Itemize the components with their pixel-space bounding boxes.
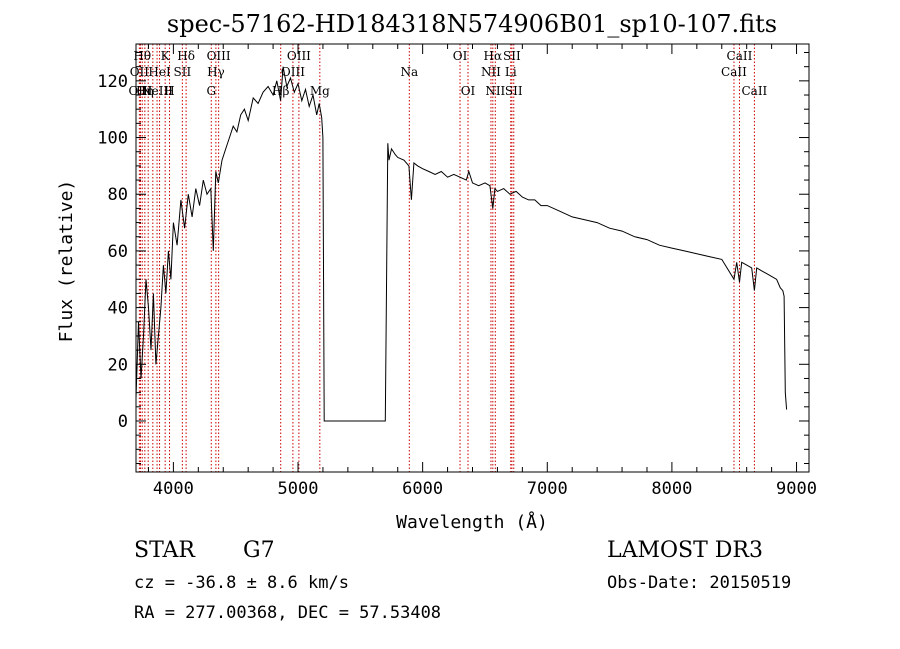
line-label: OII xyxy=(130,65,150,79)
redshift-cz: cz = -36.8 ± 8.6 km/s xyxy=(134,573,349,593)
line-label: SII xyxy=(505,84,523,98)
line-label: G xyxy=(206,84,216,98)
plot-frame xyxy=(135,43,810,473)
y-tick-label: 80 xyxy=(108,185,128,205)
x-axis-label: Wavelength (Å) xyxy=(396,511,548,533)
line-label: Na xyxy=(400,65,418,79)
ra-dec-coordinates: RA = 277.00368, DEC = 57.53408 xyxy=(134,603,442,623)
line-label: NII xyxy=(485,84,505,98)
object-subclass: G7 xyxy=(243,538,275,563)
observation-date: Obs-Date: 20150519 xyxy=(607,573,792,593)
line-label: SII xyxy=(503,49,521,63)
x-tick-label: 9000 xyxy=(776,479,817,499)
line-label: NII xyxy=(481,65,501,79)
line-label: HeI xyxy=(148,65,171,79)
emission-line-labels: HθOIIOIIIHηNeIIIHeIKHSIIHδGHγOIIIHβOIIIO… xyxy=(128,49,767,98)
line-label: OIII xyxy=(287,49,311,63)
survey-name: LAMOST DR3 xyxy=(607,538,763,563)
object-class: STAR xyxy=(134,538,195,563)
y-tick-label: 100 xyxy=(97,129,128,149)
chart-title: spec-57162-HD184318N574906B01_sp10-107.f… xyxy=(167,10,777,38)
line-label: Hδ xyxy=(177,49,195,63)
line-label: OIII xyxy=(207,49,231,63)
line-label: K xyxy=(161,49,171,63)
line-label: CaII xyxy=(727,49,753,63)
line-label: OIII xyxy=(128,84,152,98)
line-label: Hα xyxy=(484,49,503,63)
line-label: CaII xyxy=(741,84,767,98)
line-label: Hγ xyxy=(207,65,225,79)
line-label: SII xyxy=(174,65,192,79)
line-label: Hη xyxy=(136,84,154,98)
line-label: H xyxy=(164,84,174,98)
y-axis-label: Flux (relative) xyxy=(56,180,77,343)
x-tick-label: 8000 xyxy=(651,479,692,499)
line-label: OI xyxy=(461,84,476,98)
line-label: CaII xyxy=(721,65,747,79)
y-tick-label: 60 xyxy=(108,242,128,262)
y-tick-label: 20 xyxy=(108,355,128,375)
line-label: Mg xyxy=(310,84,330,98)
spectrum-line xyxy=(135,66,788,422)
x-tick-label: 7000 xyxy=(527,479,568,499)
emission-line-markers xyxy=(138,44,755,472)
line-label: Li xyxy=(505,65,517,79)
line-label: OI xyxy=(453,49,468,63)
y-tick-label: 40 xyxy=(108,299,128,319)
axes: 4000 5000 6000 7000 8000 9000 0 20 40 60 80 100 120 xyxy=(97,44,817,499)
x-tick-label: 5000 xyxy=(278,479,319,499)
line-label: NeIII xyxy=(141,84,173,98)
y-tick-label: 0 xyxy=(118,412,128,432)
line-label: Hβ xyxy=(272,84,289,98)
x-tick-label: 6000 xyxy=(402,479,443,499)
x-tick-label: 4000 xyxy=(153,479,194,499)
y-tick-label: 120 xyxy=(97,72,128,92)
line-label: OIII xyxy=(281,65,305,79)
